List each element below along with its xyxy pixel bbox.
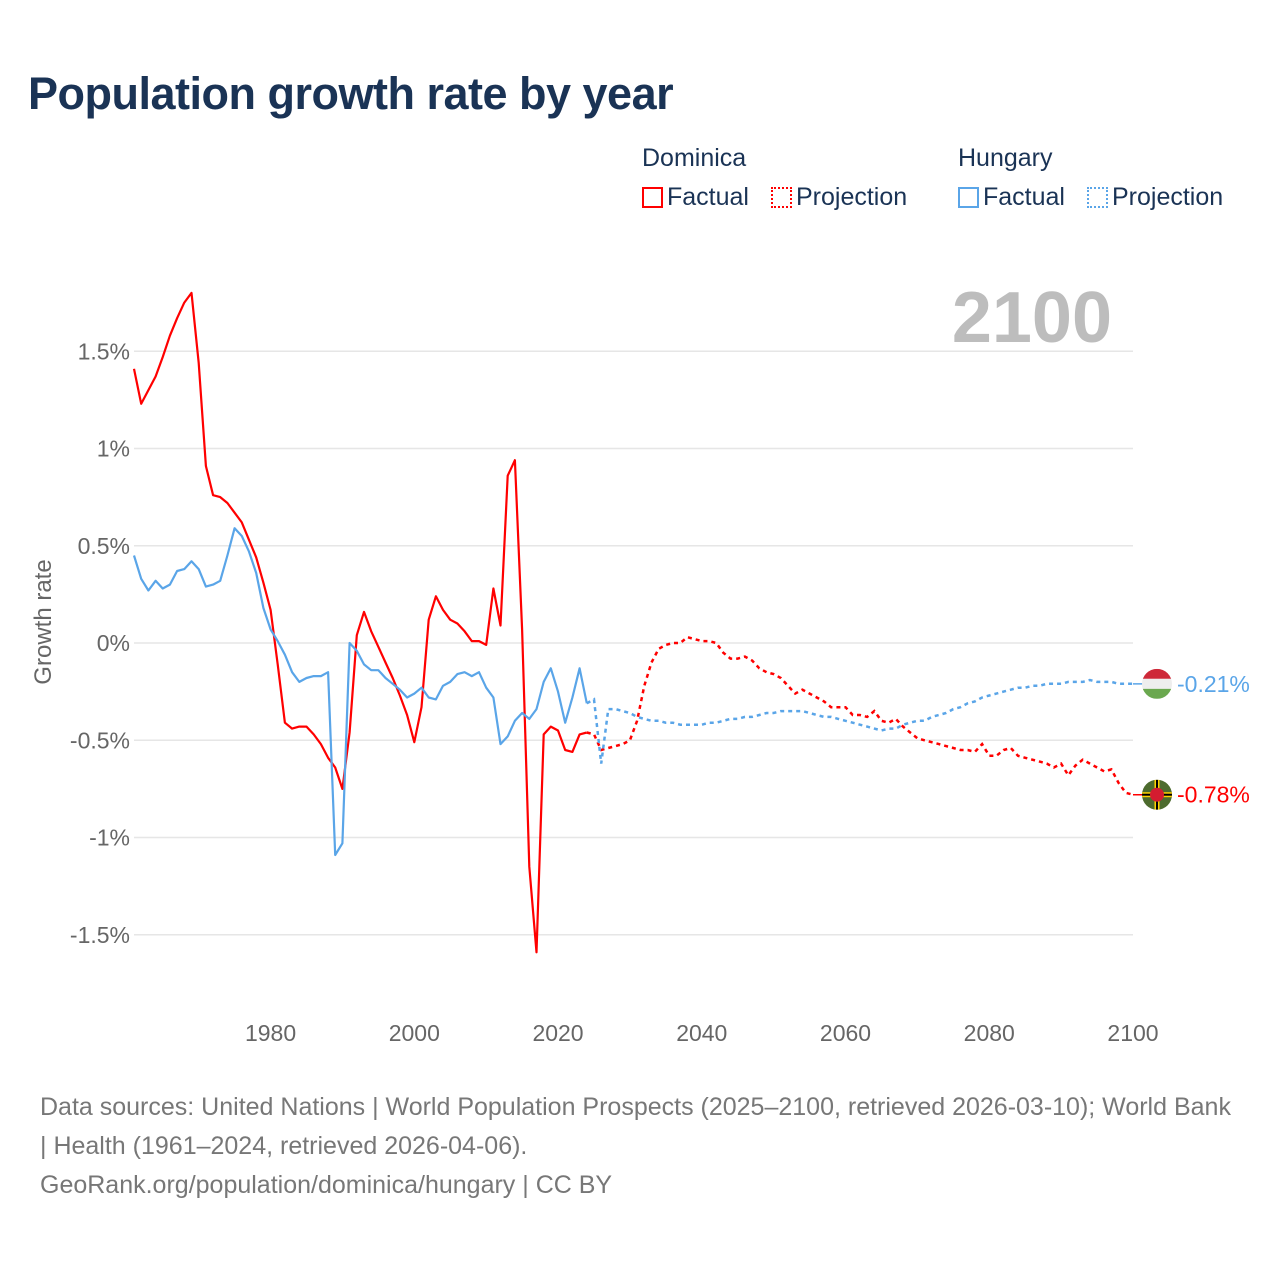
x-tick-label: 2100: [1107, 1020, 1158, 1046]
y-tick-label: -1.5%: [70, 922, 130, 948]
dominica-factual-line: [132, 291, 588, 954]
x-tick-label: 2080: [964, 1020, 1015, 1046]
solid-swatch-icon: [958, 187, 979, 208]
y-axis-label: Growth rate: [30, 559, 57, 684]
legend-dominica-factual[interactable]: Factual: [642, 183, 749, 212]
hungary-flag-icon: [1142, 668, 1172, 699]
x-tick-label: 1980: [245, 1020, 296, 1046]
dotted-swatch-icon: [1086, 187, 1108, 208]
legend-dominica: Dominica Factual Projection: [642, 144, 923, 212]
hungary-projection-line: [586, 678, 1133, 764]
x-tick-label: 2020: [532, 1020, 583, 1046]
y-tick-label: 1%: [97, 436, 130, 462]
legend-dominica-projection[interactable]: Projection: [770, 183, 908, 212]
data-sources: Data sources: United Nations | World Pop…: [40, 1093, 1231, 1160]
hungary-factual-line: [132, 527, 588, 857]
footer: Data sources: United Nations | World Pop…: [40, 1088, 1240, 1205]
solid-swatch-icon: [642, 187, 663, 208]
legend-label: Factual: [983, 183, 1065, 211]
y-tick-label: 1.5%: [78, 338, 130, 364]
legend-label: Projection: [795, 183, 908, 211]
end-value-label: -0.21%: [1177, 671, 1250, 697]
legend-hungary-factual[interactable]: Factual: [958, 183, 1065, 212]
legend-group-name: Hungary: [958, 144, 1053, 172]
dominica-flag-icon: [1142, 779, 1172, 810]
y-tick-label: 0.5%: [78, 533, 130, 559]
dominica-projection-line: [586, 635, 1134, 796]
y-tick-label: 0%: [97, 630, 130, 656]
legend-label: Projection: [1111, 183, 1224, 211]
legend-group-name: Dominica: [642, 144, 747, 172]
legend-hungary-projection[interactable]: Projection: [1086, 183, 1224, 212]
y-tick-label: -0.5%: [70, 727, 130, 753]
x-tick-label: 2000: [389, 1020, 440, 1046]
source-link[interactable]: GeoRank.org/population/dominica/hungary …: [40, 1171, 613, 1199]
dotted-swatch-icon: [770, 187, 792, 208]
year-display: 2100: [952, 278, 1112, 358]
chart-title: Population growth rate by year: [28, 68, 674, 119]
legend-hungary: Hungary Factual Projection: [958, 144, 1239, 212]
y-tick-label: -1%: [89, 825, 130, 851]
legend-label: Factual: [667, 183, 749, 211]
end-value-label: -0.78%: [1177, 782, 1250, 808]
x-tick-label: 2040: [676, 1020, 727, 1046]
x-tick-label: 2060: [820, 1020, 871, 1046]
